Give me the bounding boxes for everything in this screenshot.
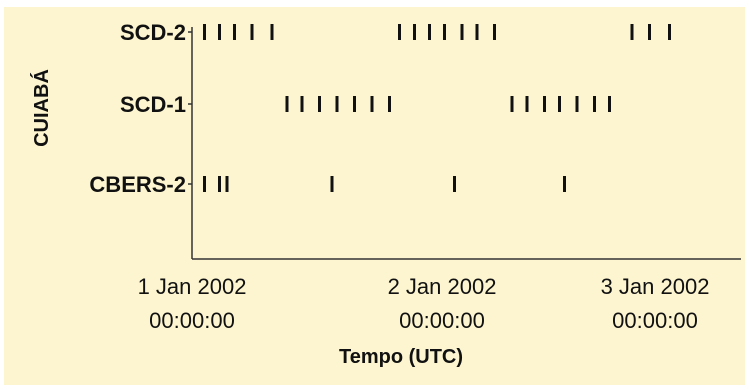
x-tick-label-1: 1 Jan 2002 00:00:00 xyxy=(138,274,247,333)
category-label-cbers-2: CBERS-2 xyxy=(89,172,186,197)
x-tick-date: 2 Jan 2002 xyxy=(388,274,497,299)
category-label-scd-1: SCD-1 xyxy=(120,92,186,117)
y-axis-title: CUIABÁ xyxy=(30,69,53,147)
category-label-scd-2: SCD-2 xyxy=(120,20,186,45)
x-tick-time: 00:00:00 xyxy=(149,308,235,333)
x-tick-time: 00:00:00 xyxy=(612,308,698,333)
x-tick-label-2: 2 Jan 2002 00:00:00 xyxy=(388,274,497,333)
x-tick-date: 1 Jan 2002 xyxy=(138,274,247,299)
x-axis-title: Tempo (UTC) xyxy=(339,346,463,368)
x-tick-time: 00:00:00 xyxy=(399,308,485,333)
x-tick-label-3: 3 Jan 2002 00:00:00 xyxy=(601,274,710,333)
pass-marks xyxy=(203,24,671,192)
category-labels: SCD-2 SCD-1 CBERS-2 xyxy=(89,20,192,197)
chart-panel: SCD-2 SCD-1 CBERS-2 1 Jan 2002 00:00:00 2 Ja… xyxy=(4,7,745,385)
x-tick-date: 3 Jan 2002 xyxy=(601,274,710,299)
